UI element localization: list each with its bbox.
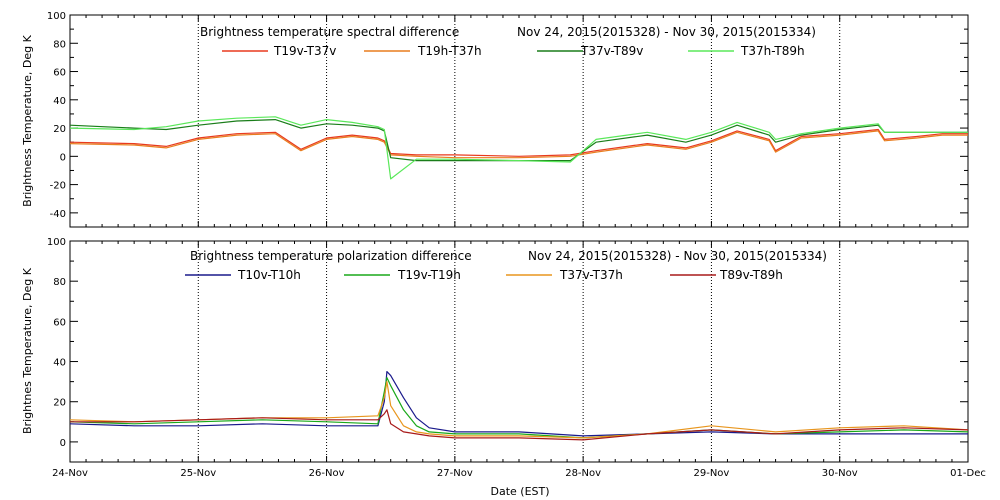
y-tick-label: -20 [50, 181, 66, 192]
legend-label-t89v-t89h: T89v-T89h [719, 268, 783, 282]
spectral-chart-title: Brightness temperature spectral differen… [200, 25, 459, 39]
x-tick-label: 29-Nov [693, 468, 729, 479]
polarization-y-axis-title: Brightnes Temperature, Deg K [21, 267, 34, 434]
series-line-t10v-t10h [69, 371, 968, 437]
y-tick-label: 0 [60, 152, 66, 163]
y-tick-label: 0 [60, 438, 66, 449]
x-tick-label: 30-Nov [822, 468, 858, 479]
spectral-x-ticks [69, 15, 969, 227]
spectral-difference-panel: -40 -20 0 20 40 60 80 100 Brightness temperatur… [21, 11, 969, 228]
series-line-t37v-t37h [69, 381, 969, 439]
polarization-series-lines [69, 371, 969, 441]
series-line-t19v-t37v [69, 128, 968, 157]
y-tick-label: 40 [53, 358, 66, 369]
polarization-x-ticks: 24-Nov 25-Nov 26-Nov 27-Nov 28-Nov 29-Nov 30-N… [52, 241, 986, 479]
legend-label-t10v-t10h: T10v-T10h [237, 268, 301, 282]
series-line-t89v-t89h [70, 409, 969, 441]
y-tick-label: 80 [53, 277, 66, 288]
legend-label-t19v-t19h: T19v-T19h [397, 268, 461, 282]
legend-label-t37v-t37h: T37v-T37h [559, 268, 623, 282]
polarization-plot-frame [69, 240, 969, 463]
series-line-t19v-t19h [69, 377, 969, 439]
polarization-legend: T10v-T10h T19v-T19h T37v-T37h T89v-T89h [185, 268, 783, 282]
spectral-y-ticks: -40 -20 0 20 40 60 80 100 [47, 11, 968, 228]
x-tick-label: 01-Dec [950, 468, 986, 479]
y-tick-label: 60 [53, 317, 66, 328]
x-tick-label: 27-Nov [437, 468, 473, 479]
polarization-day-grid [197, 241, 841, 462]
y-tick-label: 100 [47, 237, 66, 248]
x-tick-label: 26-Nov [309, 468, 345, 479]
polarization-y-ticks: 0 20 40 60 80 100 [47, 237, 968, 463]
x-axis-title: Date (EST) [490, 485, 549, 498]
polarization-chart-title: Brightness temperature polarization diff… [190, 249, 472, 263]
polarization-difference-panel: 0 20 40 60 80 100 24-Nov 25-Nov 26-Nov 27-Nov 28-… [21, 237, 986, 498]
spectral-y-axis-title: Brightness Temperature, Deg K [21, 34, 34, 206]
spectral-legend: T19v-T37v T19h-T37h T37v-T89v T37h-T89h [222, 44, 805, 58]
legend-label-t19v-t37v: T19v-T37v [273, 44, 336, 58]
x-tick-label: 24-Nov [52, 468, 88, 479]
x-tick-label: 25-Nov [180, 468, 216, 479]
spectral-date-range: Nov 24, 2015(2015328) - Nov 30, 2015(201… [517, 25, 816, 39]
legend-label-t37h-t89h: T37h-T89h [740, 44, 805, 58]
series-line-t37h-t89h [69, 116, 968, 180]
legend-label-t19h-t37h: T19h-T37h [417, 44, 482, 58]
y-tick-label: 20 [53, 124, 66, 135]
polarization-date-range: Nov 24, 2015(2015328) - Nov 30, 2015(201… [528, 249, 827, 263]
y-tick-label: 100 [47, 11, 66, 22]
spectral-series-lines [69, 116, 968, 180]
series-line-t37v-t89v [69, 118, 968, 162]
y-tick-label: 40 [53, 96, 66, 107]
y-tick-label: 20 [53, 398, 66, 409]
y-tick-label: 80 [53, 39, 66, 50]
series-line-t19h-t37h [69, 130, 968, 159]
legend-label-t37v-t89v: T37v-T89v [580, 44, 643, 58]
x-tick-label: 28-Nov [565, 468, 601, 479]
y-tick-label: 60 [53, 68, 66, 79]
y-tick-label: -40 [50, 209, 66, 220]
